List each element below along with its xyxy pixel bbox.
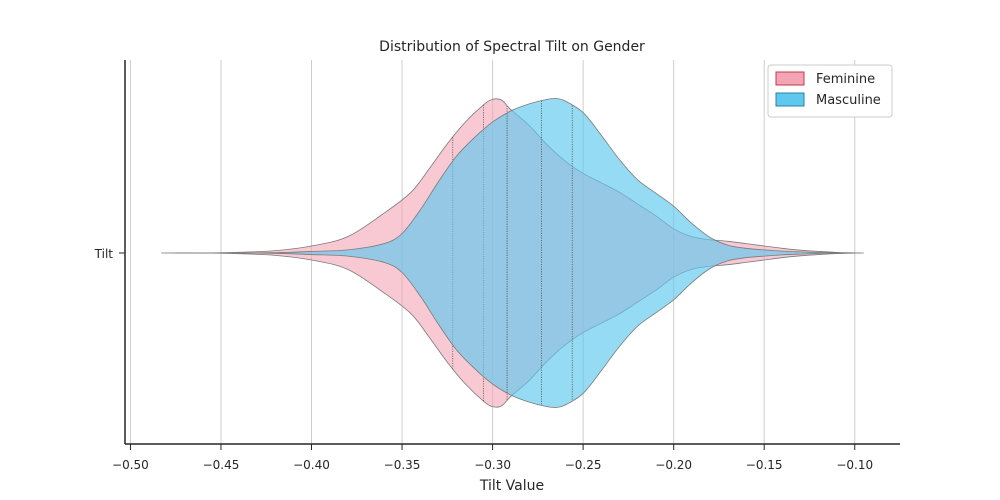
legend: Feminine Masculine: [767, 64, 893, 118]
violin-masculine: [175, 98, 846, 408]
y-tick-label: Tilt: [94, 247, 114, 261]
y-ticks: Tilt: [94, 247, 125, 261]
legend-label-masculine: Masculine: [816, 93, 881, 108]
x-axis-label: Tilt Value: [479, 478, 544, 494]
x-tick-label: −0.50: [112, 458, 149, 472]
x-tick-label: −0.45: [203, 458, 240, 472]
x-ticks: −0.50 −0.45 −0.40 −0.35 −0.30 −0.25 −0.20 −0.15…: [112, 444, 873, 472]
x-tick-label: −0.15: [746, 458, 783, 472]
x-tick-label: −0.30: [474, 458, 511, 472]
axes: [124, 60, 900, 445]
legend-swatch-masculine: [775, 92, 805, 107]
x-tick-label: −0.35: [384, 458, 421, 472]
x-tick-label: −0.10: [836, 458, 873, 472]
x-tick-label: −0.20: [655, 458, 692, 472]
x-tick-label: −0.25: [565, 458, 602, 472]
legend-label-feminine: Feminine: [816, 72, 875, 87]
legend-swatch-feminine: [775, 71, 805, 86]
x-tick-label: −0.40: [293, 458, 330, 472]
violins: [161, 98, 864, 408]
chart-title: Distribution of Spectral Tilt on Gender: [379, 39, 645, 55]
